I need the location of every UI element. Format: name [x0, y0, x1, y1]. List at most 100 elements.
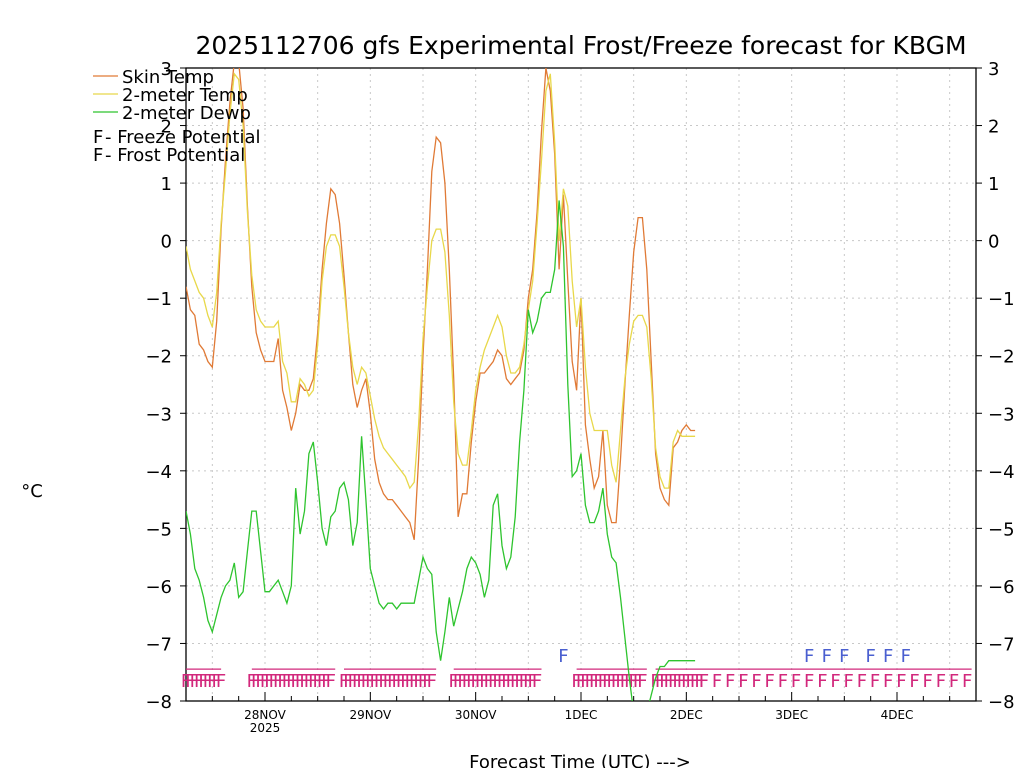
freeze-flag: F	[286, 671, 296, 692]
y-tick-label-left: −6	[145, 577, 172, 598]
freeze-flag: F	[488, 671, 498, 692]
freeze-flag: F	[694, 671, 704, 692]
series-line-2-meter-temp	[186, 72, 696, 490]
freeze-flag: F	[576, 671, 586, 692]
frost-flag: F	[839, 646, 849, 667]
freeze-flag: F	[506, 671, 516, 692]
freeze-flag: F	[479, 671, 489, 692]
freeze-flag: F	[418, 671, 428, 692]
freeze-flag: F	[212, 671, 222, 692]
freeze-flag: F	[633, 671, 643, 692]
freeze-flag: F	[672, 671, 682, 692]
freeze-flag: F	[391, 671, 401, 692]
x-tick-label: 29NOV	[349, 708, 391, 722]
freeze-flag: F	[299, 671, 309, 692]
freeze-flag: F	[611, 671, 621, 692]
freeze-flag: F	[181, 671, 191, 692]
freeze-flag: F	[909, 671, 919, 692]
freeze-flag: F	[883, 671, 893, 692]
y-tick-label-left: −7	[145, 634, 172, 655]
legend-flag-letter: F	[93, 127, 103, 148]
freeze-flag: F	[896, 671, 906, 692]
freeze-flag: F	[291, 671, 301, 692]
freeze-flag: F	[427, 671, 437, 692]
y-tick-label-right: −2	[988, 347, 1015, 368]
freeze-flag: F	[361, 671, 371, 692]
freeze-flag: F	[449, 671, 459, 692]
freeze-flag: F	[317, 671, 327, 692]
freeze-flag: F	[383, 671, 393, 692]
y-tick-label-right: −8	[988, 692, 1015, 713]
freeze-flag: F	[251, 671, 261, 692]
frost-flag: F	[822, 646, 832, 667]
freeze-flag: F	[817, 671, 827, 692]
freeze-flag: F	[247, 671, 257, 692]
y-tick-label-left: 2	[161, 117, 172, 138]
y-tick-label-right: −7	[988, 634, 1015, 655]
freeze-flag: F	[422, 671, 432, 692]
legend-flag-letter: F	[93, 145, 103, 166]
freeze-flag: F	[607, 671, 617, 692]
y-tick-label-right: 1	[988, 174, 999, 195]
y-tick-label-right: −1	[988, 289, 1015, 310]
freeze-flag: F	[356, 671, 366, 692]
freeze-flag: F	[405, 671, 415, 692]
freeze-flag: F	[497, 671, 507, 692]
freeze-flag: F	[598, 671, 608, 692]
y-tick-label-left: 1	[161, 174, 172, 195]
freeze-flag: F	[804, 671, 814, 692]
freeze-flag: F	[936, 671, 946, 692]
freeze-flag: F	[194, 671, 204, 692]
freeze-flag: F	[308, 671, 318, 692]
y-tick-label-right: 3	[988, 59, 999, 80]
freeze-flag: F	[778, 671, 788, 692]
y-tick-label-left: −3	[145, 404, 172, 425]
chart-title: 2025112706 gfs Experimental Frost/Freeze…	[195, 31, 966, 60]
freeze-flag: F	[664, 671, 674, 692]
x-tick-label: 3DEC	[775, 708, 808, 722]
freeze-flag: F	[602, 671, 612, 692]
freeze-flag: F	[751, 671, 761, 692]
freeze-flag: F	[949, 671, 959, 692]
freeze-flag: F	[668, 671, 678, 692]
x-tick-label: 28NOV	[244, 708, 286, 722]
y-tick-label-left: 3	[161, 59, 172, 80]
freeze-flag: F	[923, 671, 933, 692]
freeze-flag: F	[765, 671, 775, 692]
freeze-flag: F	[681, 671, 691, 692]
freeze-flag: F	[370, 671, 380, 692]
y-tick-label-right: −6	[988, 577, 1015, 598]
freeze-flag: F	[269, 671, 279, 692]
freeze-flag: F	[615, 671, 625, 692]
freeze-flag: F	[830, 671, 840, 692]
freeze-flag: F	[326, 671, 336, 692]
freeze-flag: F	[400, 671, 410, 692]
freeze-flag: F	[304, 671, 314, 692]
freeze-flag: F	[677, 671, 687, 692]
freeze-flag: F	[712, 671, 722, 692]
freeze-flag: F	[686, 671, 696, 692]
freeze-flag: F	[470, 671, 480, 692]
freeze-flag: F	[528, 671, 538, 692]
y-tick-label-left: −5	[145, 519, 172, 540]
y-tick-label-right: −4	[988, 462, 1015, 483]
freeze-flag: F	[277, 671, 287, 692]
y-tick-label-left: −2	[145, 347, 172, 368]
frost-flag: F	[901, 646, 911, 667]
freeze-flag: F	[295, 671, 305, 692]
freeze-flag: F	[857, 671, 867, 692]
freeze-flag: F	[365, 671, 375, 692]
y-axis-label: °C	[21, 481, 43, 502]
freeze-flag: F	[255, 671, 265, 692]
y-tick-label-left: −8	[145, 692, 172, 713]
freeze-flag: F	[321, 671, 331, 692]
freeze-flag: F	[725, 671, 735, 692]
freeze-flag: F	[628, 671, 638, 692]
freeze-flag: F	[791, 671, 801, 692]
legend-flag-label: - Frost Potential	[105, 145, 245, 166]
series-lines	[186, 68, 696, 701]
